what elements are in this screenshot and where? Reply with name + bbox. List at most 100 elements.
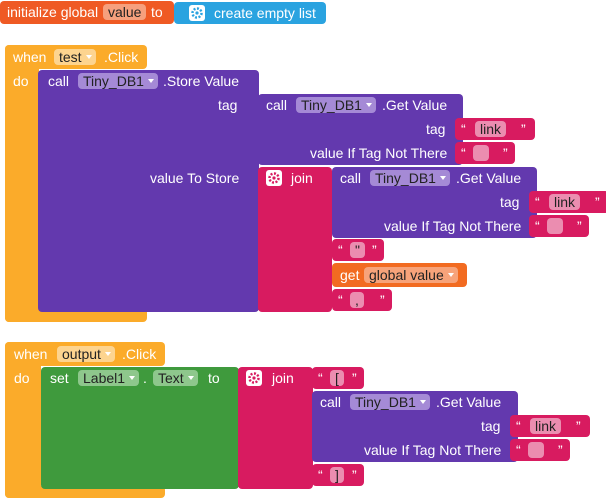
quote-open: “ (535, 218, 540, 234)
dropdown-arrow (447, 273, 454, 277)
text-field: [ (330, 370, 344, 386)
component-dropdown-text: Tiny_DB1 (301, 97, 362, 113)
join-block (258, 167, 332, 312)
component-dropdown[interactable]: Tiny_DB1 (350, 394, 430, 410)
quote-close: ” (352, 370, 357, 386)
text-field: link (530, 418, 562, 434)
quote-open: “ (516, 442, 521, 458)
quote-close: ” (352, 467, 357, 483)
quote-close: ” (380, 292, 385, 308)
component-dropdown-text: test (59, 49, 82, 65)
dropdown-arrow (439, 176, 446, 180)
component-dropdown-text: Tiny_DB1 (355, 394, 416, 410)
quote-open: “ (318, 370, 323, 386)
method-label: .Store Value (163, 73, 240, 89)
mutator-icon[interactable] (266, 170, 282, 186)
tag-label: tag (218, 97, 238, 113)
dropdown-arrow (104, 352, 111, 356)
create-empty-list-block (174, 2, 326, 24)
text-field (528, 442, 544, 458)
text-field: , (350, 292, 364, 308)
mutator-icon[interactable] (189, 5, 205, 21)
default-label: value If Tag Not There (364, 442, 502, 458)
quote-close: ” (558, 442, 563, 458)
component-dropdown-text: Tiny_DB1 (83, 73, 144, 89)
dropdown-arrow (147, 79, 154, 83)
component-dropdown[interactable]: Tiny_DB1 (78, 73, 158, 89)
component-dropdown[interactable]: Tiny_DB1 (296, 97, 376, 113)
gear (191, 7, 203, 19)
mutator-icon[interactable] (246, 370, 262, 386)
quote-close: ” (372, 242, 377, 258)
to-label: to (208, 370, 220, 386)
value-to-store-label: value To Store (150, 170, 240, 186)
property-dropdown[interactable]: Text (153, 370, 198, 386)
join-block (238, 367, 313, 489)
quote-open: “ (338, 292, 343, 308)
quote-close: ” (577, 218, 582, 234)
tag-label: tag (426, 121, 446, 137)
component-dropdown[interactable]: Tiny_DB1 (370, 170, 450, 186)
dropdown-arrow (419, 400, 426, 404)
quote-close: ” (595, 194, 600, 210)
quote-close: ” (576, 418, 581, 434)
variable-name-field: value (103, 4, 147, 20)
component-dropdown-text: output (62, 346, 101, 362)
component-dropdown-text: Tiny_DB1 (375, 170, 436, 186)
set-label: set (50, 370, 69, 386)
component-dropdown[interactable]: Label1 (78, 370, 140, 386)
dropdown-arrow (129, 376, 136, 380)
when-label: when (14, 346, 48, 362)
set-property-block (41, 367, 239, 489)
dot-label: . (143, 370, 147, 386)
quote-open: “ (338, 242, 343, 258)
quote-close: ” (521, 121, 526, 137)
quote-close: ” (503, 145, 508, 161)
text-field (547, 218, 563, 234)
component-dropdown-text: Label1 (83, 370, 126, 386)
event-block-foot (5, 486, 165, 498)
dropdown-arrow (187, 376, 194, 380)
event-block-body (5, 45, 39, 322)
text-field: " (350, 242, 365, 258)
when-label: when (13, 49, 47, 65)
dropdown-arrow (85, 55, 92, 59)
init-label: initialize global (7, 4, 99, 20)
quote-open: “ (318, 467, 323, 483)
tag-label: tag (481, 418, 501, 434)
call-label: call (48, 73, 70, 89)
gear (248, 372, 260, 384)
component-dropdown[interactable]: test (54, 49, 96, 65)
do-label: do (14, 370, 30, 386)
quote-open: “ (516, 418, 521, 434)
variable-dropdown[interactable]: global value (364, 267, 458, 283)
event-label: .Click (104, 49, 139, 65)
quote-open: “ (461, 145, 466, 161)
list-label: create empty list (214, 5, 316, 21)
method-label: .Get Value (456, 170, 522, 186)
quote-open: “ (535, 194, 540, 210)
text-field: ] (330, 467, 344, 483)
join-label: join (272, 370, 294, 386)
text-field (473, 145, 489, 161)
property-dropdown-text: Text (158, 370, 184, 386)
to-label: to (151, 4, 163, 20)
dropdown-arrow (365, 103, 372, 107)
call-label: call (320, 394, 342, 410)
get-label: get (340, 267, 360, 283)
component-dropdown[interactable]: output (57, 346, 115, 362)
event-label: .Click (122, 346, 157, 362)
quote-open: “ (461, 121, 466, 137)
call-label: call (340, 170, 362, 186)
method-label: .Get Value (382, 97, 448, 113)
text-field: link (475, 121, 507, 137)
tag-label: tag (500, 194, 520, 210)
variable-name-field-text: value (108, 4, 142, 20)
method-label: .Get Value (436, 394, 502, 410)
join-label: join (291, 170, 313, 186)
text-field: link (549, 194, 581, 210)
default-label: value If Tag Not There (310, 145, 448, 161)
call-label: call (266, 97, 288, 113)
default-label: value If Tag Not There (384, 218, 522, 234)
